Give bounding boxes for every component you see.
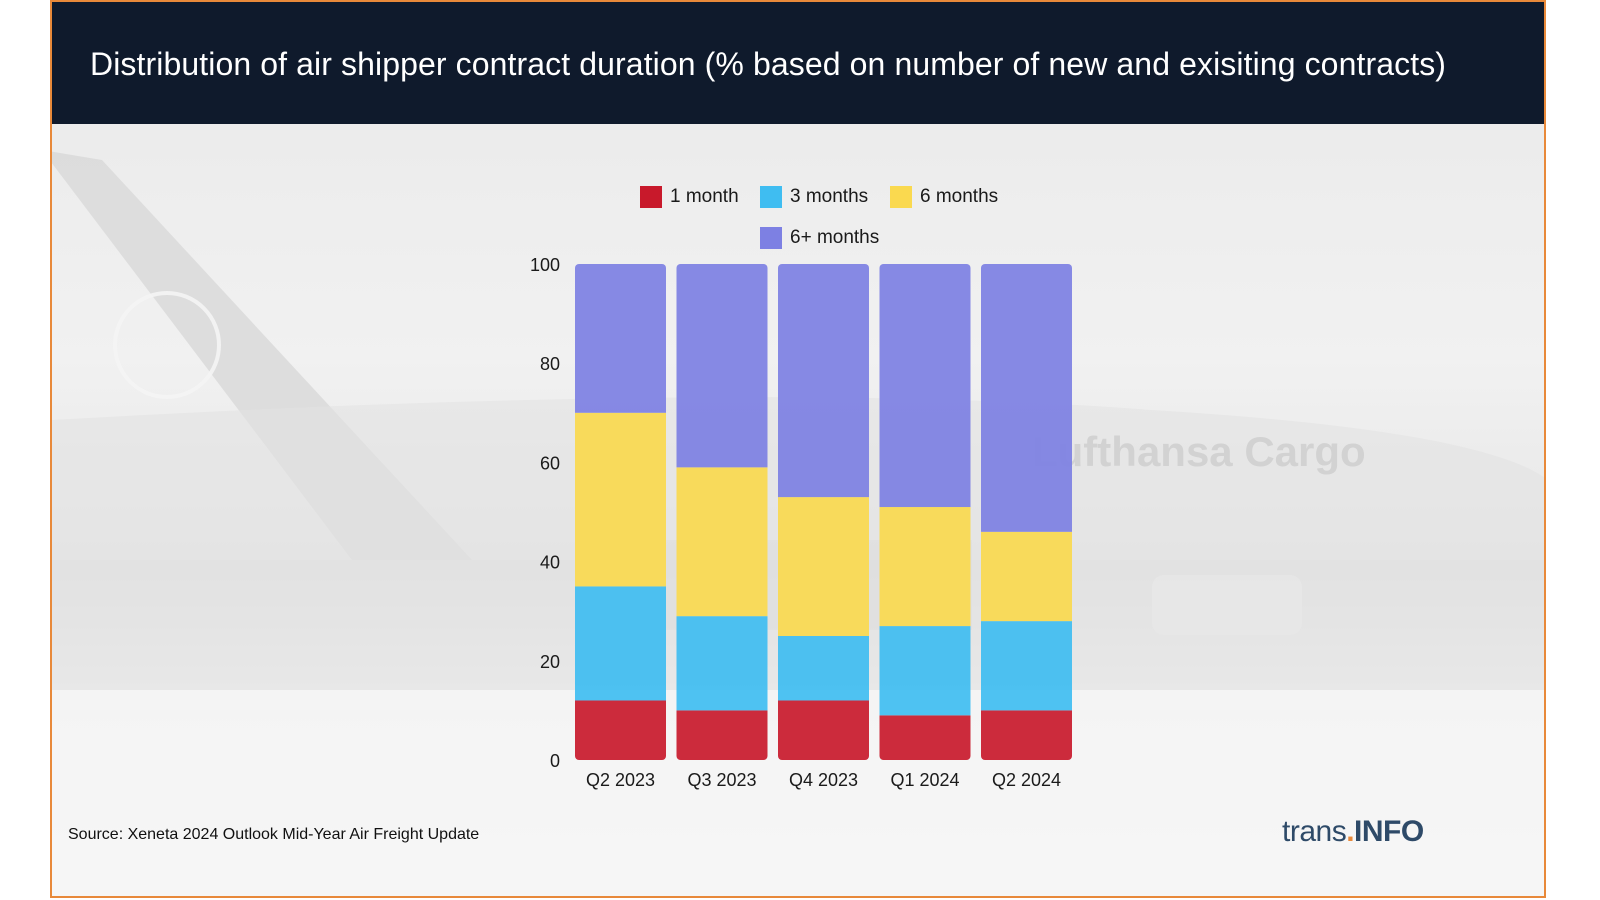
legend-item-1-month: 1 month <box>640 186 739 208</box>
bar-segment <box>778 264 869 498</box>
bar-segment <box>879 626 971 716</box>
y-tick-label: 80 <box>540 354 560 374</box>
y-tick-label: 60 <box>540 453 560 473</box>
bar-segment <box>981 710 1072 760</box>
bar-stack <box>981 264 1072 760</box>
bar-stack <box>879 264 971 760</box>
x-tick-label: Q2 2024 <box>992 770 1061 790</box>
bar-segment <box>676 264 768 468</box>
bar-segment <box>879 507 971 627</box>
legend-item-6-months: 6 months <box>890 186 998 208</box>
legend-swatch-6-months <box>890 186 912 208</box>
background-watermark-text: Lufthansa Cargo <box>1032 428 1366 475</box>
bar-segment <box>981 264 1072 532</box>
chart-title: Distribution of air shipper contract dur… <box>90 46 1447 82</box>
bar-segment <box>575 586 666 701</box>
legend-item-6-plus-months: 6+ months <box>760 227 879 249</box>
brand-logo-part-2: INFO <box>1354 815 1424 848</box>
source-note: Source: Xeneta 2024 Outlook Mid-Year Air… <box>68 826 480 843</box>
x-tick-label: Q1 2024 <box>890 770 959 790</box>
x-tick-label: Q3 2023 <box>687 770 756 790</box>
bar-segment <box>981 621 1072 711</box>
bar-stack <box>778 264 869 760</box>
bar-segment <box>778 497 869 636</box>
bar-stack <box>575 264 666 760</box>
legend-label-3-months: 3 months <box>790 186 869 207</box>
bar-stack <box>676 264 768 760</box>
legend-item-3-months: 3 months <box>760 186 868 208</box>
bar-segment <box>676 467 768 617</box>
bar-segment <box>676 616 768 711</box>
bar-segment <box>778 700 869 760</box>
y-tick-label: 40 <box>540 553 560 573</box>
y-tick-label: 20 <box>540 652 560 672</box>
legend-label-1-month: 1 month <box>670 186 739 207</box>
y-tick-label: 100 <box>530 255 560 275</box>
header-bar: Distribution of air shipper contract dur… <box>52 0 1544 124</box>
bar-segment <box>575 700 666 760</box>
bar-segment <box>778 636 869 701</box>
legend-label-6-months: 6 months <box>920 186 999 207</box>
bar-segment <box>676 710 768 760</box>
bar-segment <box>981 531 1072 622</box>
legend-swatch-6-plus-months <box>760 227 782 249</box>
x-tick-label: Q2 2023 <box>586 770 655 790</box>
legend-swatch-3-months <box>760 186 782 208</box>
brand-logo-part-1: trans <box>1282 815 1347 848</box>
brand-logo: trans.INFO <box>1282 815 1424 849</box>
legend-swatch-1-month <box>640 186 662 208</box>
bar-segment <box>575 412 666 587</box>
legend-label-6-plus-months: 6+ months <box>790 227 880 248</box>
x-tick-label: Q4 2023 <box>789 770 858 790</box>
y-tick-label: 0 <box>550 751 560 771</box>
bar-segment <box>575 264 666 413</box>
brand-logo-dot: . <box>1346 815 1355 848</box>
bar-segment <box>879 264 971 508</box>
bar-segment <box>879 715 971 760</box>
crane-logo-shape <box>113 291 221 399</box>
